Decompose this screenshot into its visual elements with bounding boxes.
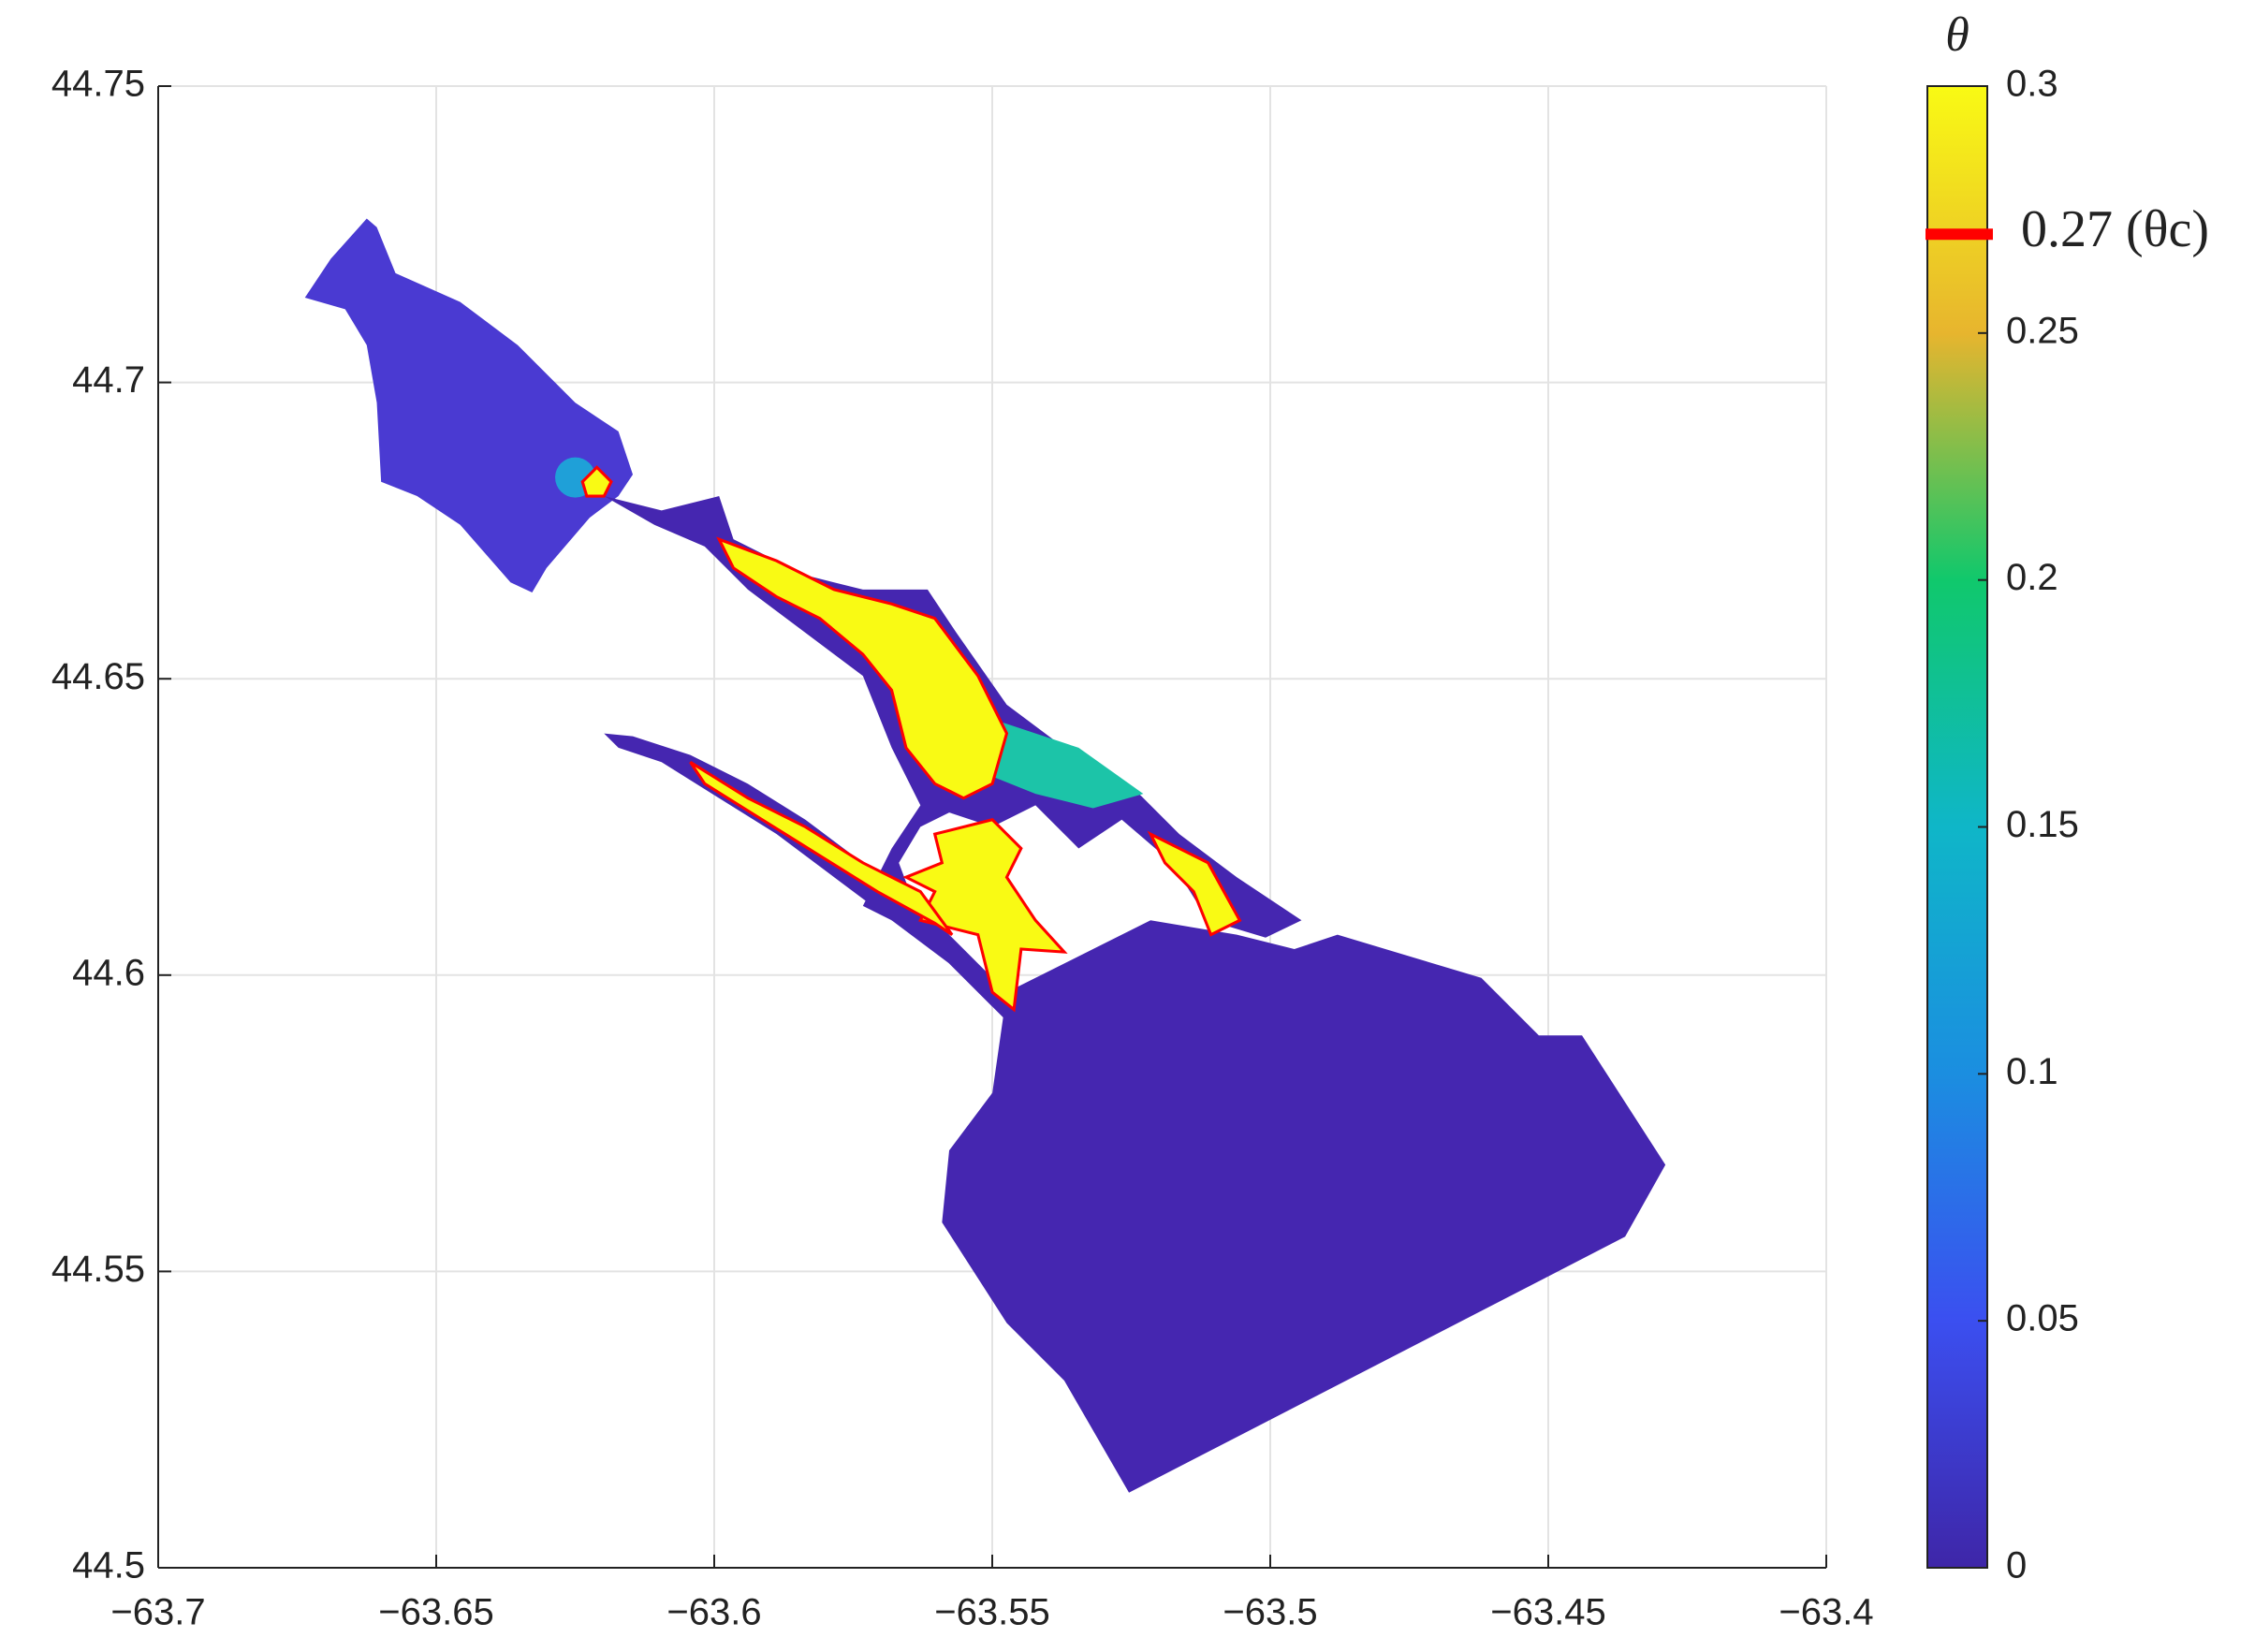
x-tick-label: −63.65 bbox=[378, 1592, 493, 1633]
colorbar-tick-label: 0.2 bbox=[2006, 557, 2058, 598]
y-tick-label: 44.65 bbox=[51, 656, 145, 697]
x-tick-label: −63.6 bbox=[666, 1592, 761, 1633]
axes: −63.7 −63.65 −63.6 −63.55 −63.5 −63.45 −63.4 44… bbox=[51, 64, 1874, 1633]
y-tick-label: 44.6 bbox=[72, 952, 145, 993]
x-tick-label: −63.45 bbox=[1490, 1592, 1605, 1633]
y-tick-label: 44.75 bbox=[51, 64, 145, 105]
bedford-basin bbox=[304, 218, 634, 592]
colorbar-tick-label: 0.25 bbox=[2006, 310, 2079, 351]
x-tick-label: −63.5 bbox=[1223, 1592, 1317, 1633]
y-tick-label: 44.7 bbox=[72, 359, 145, 401]
harbour-map bbox=[304, 218, 1666, 1493]
critical-zone bbox=[1147, 830, 1242, 937]
colorbar bbox=[1926, 85, 1988, 1569]
critical-zone bbox=[902, 818, 1068, 1013]
outer-harbour bbox=[942, 920, 1666, 1493]
y-tick-label: 44.55 bbox=[51, 1249, 145, 1290]
colorbar-tick-label: 0.3 bbox=[2006, 64, 2058, 105]
colorbar-tick-label: 0 bbox=[2006, 1545, 2027, 1586]
critical-zone bbox=[716, 536, 1009, 800]
x-tick-label: −63.7 bbox=[110, 1592, 205, 1633]
mid-zone bbox=[992, 719, 1144, 809]
colorbar-tick-label: 0.15 bbox=[2006, 804, 2079, 845]
threshold-label: 0.27 (θc) bbox=[2021, 200, 2209, 258]
basin-hot-spot bbox=[580, 465, 613, 498]
x-tick-label: −63.4 bbox=[1779, 1592, 1873, 1633]
colorbar-label: θ bbox=[1945, 8, 1969, 62]
colorbar-tick-label: 0.05 bbox=[2006, 1298, 2079, 1339]
y-tick-label: 44.5 bbox=[72, 1545, 145, 1586]
x-tick-label: −63.55 bbox=[934, 1592, 1049, 1633]
critical-zone bbox=[689, 760, 954, 936]
colorbar-tick-label: 0.1 bbox=[2006, 1051, 2058, 1092]
